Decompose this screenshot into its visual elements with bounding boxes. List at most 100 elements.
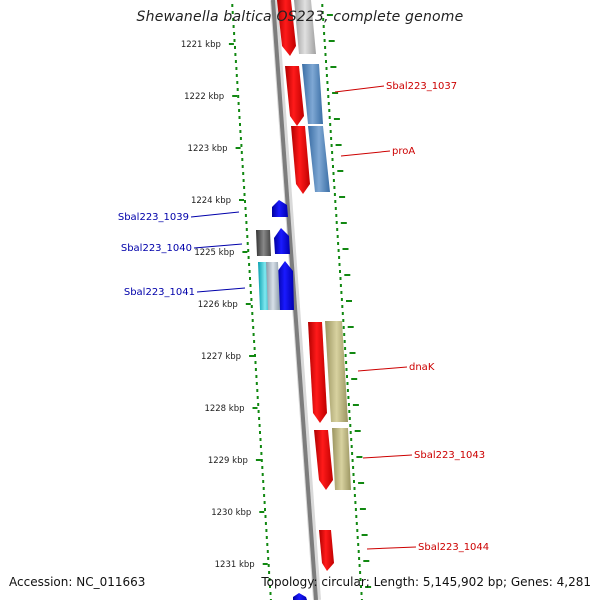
ring-dot xyxy=(245,228,248,231)
major-tick xyxy=(228,43,234,45)
label-leader-line xyxy=(362,454,413,459)
ring-dot xyxy=(264,515,267,518)
annotation-bar-light xyxy=(266,262,280,310)
ring-dot xyxy=(349,431,352,434)
gene-arrow-forward[interactable] xyxy=(319,530,334,571)
gene-arrow-reverse[interactable] xyxy=(272,200,288,217)
ring-dot xyxy=(328,109,331,112)
ring-dot xyxy=(341,312,344,315)
ring-dot xyxy=(352,473,355,476)
gene-arrow-reverse[interactable] xyxy=(277,261,294,310)
ring-dot xyxy=(357,550,360,553)
ring-dot xyxy=(360,585,362,588)
ring-dot xyxy=(334,207,337,210)
ring-dot xyxy=(337,242,340,245)
minor-tick xyxy=(358,482,365,484)
major-tick xyxy=(235,147,241,149)
ring-dot xyxy=(258,417,261,420)
ring-dot xyxy=(324,46,327,49)
label-leader-line xyxy=(196,287,246,293)
ring-dot xyxy=(233,39,236,42)
ring-dot xyxy=(346,389,349,392)
minor-tick xyxy=(344,274,351,276)
gene-arrow-forward[interactable] xyxy=(291,126,310,194)
ring-dot xyxy=(341,305,344,308)
ring-dot xyxy=(250,305,253,308)
ring-dot xyxy=(268,571,271,574)
ring-dot xyxy=(240,144,243,147)
gene-label-proa[interactable]: proA xyxy=(392,146,415,157)
ring-dot xyxy=(323,32,326,35)
gene-arrow-forward[interactable] xyxy=(277,0,296,56)
ring-dot xyxy=(252,333,255,336)
ring-dot xyxy=(264,522,267,525)
major-tick xyxy=(242,251,248,253)
ring-dot xyxy=(330,137,333,140)
ring-dot xyxy=(257,410,260,413)
ring-dot xyxy=(252,326,255,329)
gene-arrow-reverse[interactable] xyxy=(293,593,307,600)
minor-tick xyxy=(330,66,337,68)
gene-arrow-forward[interactable] xyxy=(308,322,327,423)
ring-dot xyxy=(346,382,349,385)
ring-dot xyxy=(248,270,251,273)
ring-dot xyxy=(351,459,354,462)
ring-dot xyxy=(359,571,362,574)
gene-label-sbal223-1044[interactable]: Sbal223_1044 xyxy=(418,542,489,553)
ring-dot xyxy=(331,158,334,161)
gene-label-sbal223-1040[interactable]: Sbal223_1040 xyxy=(121,243,192,254)
annotation-bar-steelblue xyxy=(302,64,323,124)
gene-label-sbal223-1037[interactable]: Sbal223_1037 xyxy=(386,81,457,92)
ring-dot xyxy=(246,235,249,238)
ring-dot xyxy=(263,494,266,497)
ring-dot xyxy=(260,452,263,455)
ring-dot xyxy=(350,438,353,441)
gene-arrow-forward[interactable] xyxy=(314,430,333,490)
major-tick xyxy=(232,95,238,97)
gene-label-sbal223-1041[interactable]: Sbal223_1041 xyxy=(124,287,195,298)
map-title: Shewanella baltica OS223, complete genom… xyxy=(136,9,464,25)
ring-dot xyxy=(330,144,333,147)
ring-dot xyxy=(332,172,335,175)
ring-dot xyxy=(324,53,327,56)
ring-dot xyxy=(353,487,356,490)
ring-dot xyxy=(244,207,247,210)
ring-dot xyxy=(251,312,254,315)
gene-arrow-reverse[interactable] xyxy=(274,228,290,254)
ring-dot xyxy=(253,340,256,343)
gene-label-sbal223-1039[interactable]: Sbal223_1039 xyxy=(118,212,189,223)
ring-dot xyxy=(254,354,256,357)
ring-dot xyxy=(243,193,246,196)
ring-dot xyxy=(239,130,242,133)
ring-dot xyxy=(345,361,348,364)
ring-dot xyxy=(329,123,332,126)
gene-label-sbal223-1043[interactable]: Sbal223_1043 xyxy=(414,450,485,461)
ring-dot xyxy=(249,284,252,287)
minor-tick xyxy=(365,586,372,588)
ring-dot xyxy=(326,81,329,84)
ring-dot xyxy=(237,102,240,105)
ring-dot xyxy=(242,172,245,175)
label-leader-line xyxy=(190,211,240,218)
ring-dot xyxy=(359,578,362,581)
gene-arrow-forward[interactable] xyxy=(285,66,304,126)
ring-dot xyxy=(265,529,268,532)
ring-dot xyxy=(332,165,334,168)
ring-dot xyxy=(334,200,337,203)
ring-dot xyxy=(333,193,336,196)
gene-label-dnak[interactable]: dnaK xyxy=(409,362,435,373)
ring-dot xyxy=(259,431,261,434)
minor-tick xyxy=(335,144,342,146)
ring-dot xyxy=(343,333,346,336)
ring-dot xyxy=(255,382,258,385)
minor-tick xyxy=(332,92,339,94)
ring-dot xyxy=(242,179,245,182)
ring-dot xyxy=(357,543,360,546)
ring-dot xyxy=(259,438,262,441)
ring-dot xyxy=(333,186,336,189)
ring-dot xyxy=(350,445,353,448)
ring-dot xyxy=(235,67,238,70)
ring-dot xyxy=(266,543,269,546)
minor-tick xyxy=(337,170,344,172)
